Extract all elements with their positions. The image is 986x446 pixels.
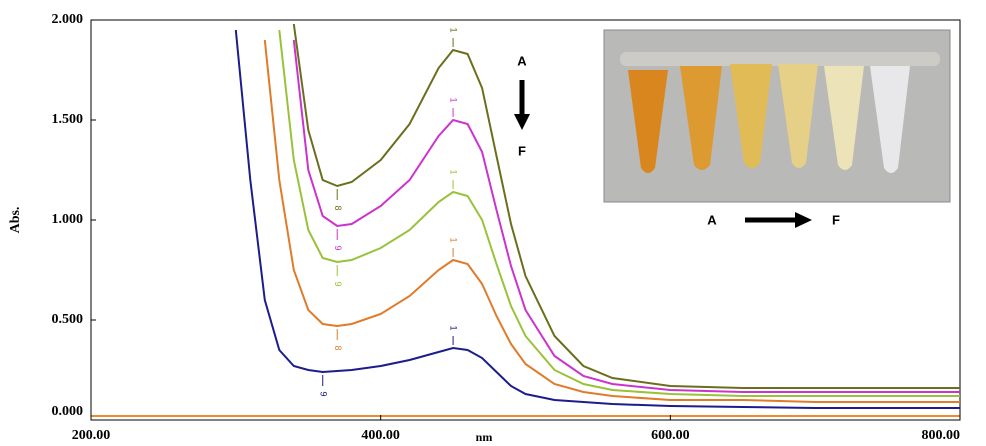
series-line	[292, 39, 960, 393]
arrow-head	[514, 114, 530, 130]
annotation: F	[832, 212, 840, 227]
annotation: A	[707, 212, 717, 227]
curve-marker: 1	[449, 169, 459, 174]
curve-marker: 1	[449, 27, 459, 32]
x-tick-label: 600.00	[651, 428, 690, 443]
x-tick-label: 200.00	[72, 428, 111, 443]
y-tick-label: 2.000	[52, 12, 84, 27]
rack	[620, 52, 940, 66]
tube	[730, 64, 772, 168]
tube	[824, 66, 864, 170]
inset-photo	[603, 29, 951, 203]
tube	[778, 64, 818, 168]
plot-area	[91, 23, 960, 417]
series-line	[234, 29, 960, 409]
curve-marker: 1	[449, 325, 459, 330]
curve-marker: 9	[333, 245, 343, 250]
series-line	[278, 29, 960, 397]
curve-marker: 1	[449, 97, 459, 102]
x-tick-label: 400.00	[361, 428, 400, 443]
annotation: A	[517, 53, 527, 68]
y-tick-label: 1.000	[52, 212, 84, 227]
tube	[680, 66, 722, 170]
annotation: F	[518, 143, 526, 158]
tube	[870, 66, 910, 173]
series-line	[292, 23, 960, 389]
y-tick-label: 1.500	[52, 112, 84, 127]
x-tick-label: 800.00	[922, 428, 961, 443]
tube	[628, 70, 668, 173]
curve-marker: 1	[449, 237, 459, 242]
y-axis-label: Abs.	[8, 207, 23, 234]
curve-marker: 8	[333, 345, 343, 350]
arrow-head	[795, 212, 812, 228]
curve-marker: 9	[333, 281, 343, 286]
curve-marker: 9	[318, 391, 328, 396]
y-tick-label: 0.500	[52, 312, 84, 327]
series-line	[263, 39, 960, 403]
curve-marker: 8	[333, 205, 343, 210]
y-tick-label: 0.000	[52, 404, 84, 419]
x-axis-label: nm	[476, 430, 493, 444]
